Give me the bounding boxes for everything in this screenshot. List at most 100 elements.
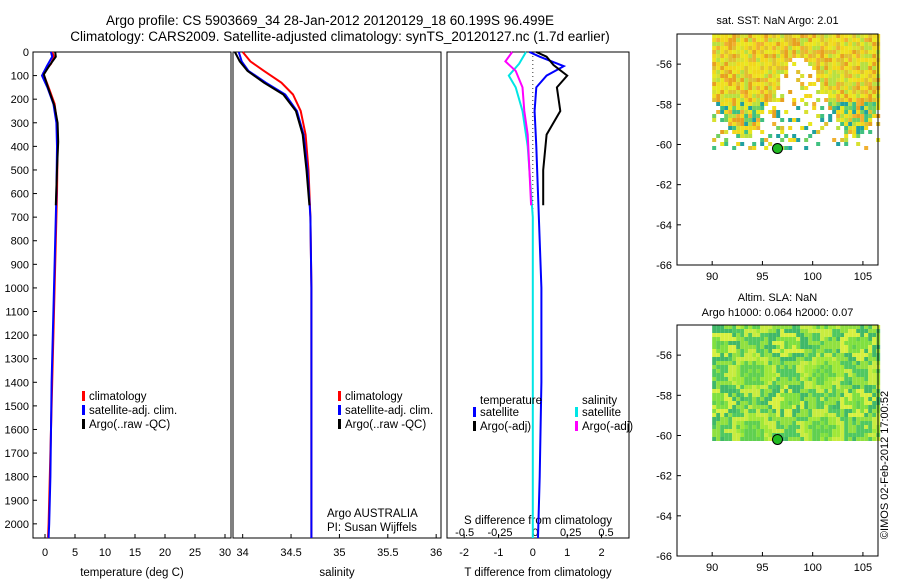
heatmap-cell — [796, 329, 801, 333]
heatmap-cell — [796, 397, 801, 401]
heatmap-cell — [800, 42, 805, 46]
x-tick-label: 0 — [530, 547, 536, 559]
heatmap-cell — [812, 325, 817, 329]
heatmap-cell — [712, 417, 717, 421]
heatmap-cell — [840, 106, 845, 110]
heatmap-cell — [840, 38, 845, 42]
heatmap-cell — [776, 417, 781, 421]
heatmap-cell — [720, 405, 725, 409]
heatmap-cell — [816, 46, 821, 50]
heatmap-cell — [780, 130, 785, 134]
heatmap-cell — [864, 417, 869, 421]
heatmap-cell — [740, 50, 745, 54]
heatmap-cell — [780, 42, 785, 46]
heatmap-cell — [840, 54, 845, 58]
heatmap-cell — [840, 393, 845, 397]
heatmap-cell — [748, 421, 753, 425]
series-line — [504, 51, 533, 206]
heatmap-cell — [756, 90, 761, 94]
heatmap-cell — [744, 90, 749, 94]
heatmap-cell — [792, 425, 797, 429]
heatmap-cell — [764, 102, 769, 106]
heatmap-cell — [808, 42, 813, 46]
heatmap-cell — [760, 325, 765, 329]
heatmap-cell — [824, 389, 829, 393]
heatmap-cell — [796, 333, 801, 337]
heatmap-cell — [856, 114, 861, 118]
heatmap-cell — [820, 62, 825, 66]
heatmap-cell — [748, 377, 753, 381]
heatmap-cell — [760, 34, 765, 38]
heatmap-cell — [808, 333, 813, 337]
x-tick-label: 1 — [564, 547, 570, 559]
heatmap-cell — [712, 66, 717, 70]
heatmap-cell — [868, 365, 873, 369]
y-tick-label: 1600 — [5, 424, 29, 436]
heatmap-cell — [748, 70, 753, 74]
heatmap-cell — [824, 86, 829, 90]
heatmap-cell — [852, 78, 857, 82]
heatmap-cell — [856, 325, 861, 329]
heatmap-cell — [856, 126, 861, 130]
heatmap-cell — [824, 349, 829, 353]
heatmap-cell — [748, 429, 753, 433]
heatmap-cell — [764, 86, 769, 90]
y-tick-label: 800 — [11, 236, 29, 248]
heatmap-cell — [868, 333, 873, 337]
heatmap-cell — [804, 102, 809, 106]
heatmap-cell — [816, 425, 821, 429]
heatmap-cell — [744, 393, 749, 397]
heatmap-cell — [724, 353, 729, 357]
heatmap-cell — [864, 70, 869, 74]
heatmap-cell — [812, 405, 817, 409]
heatmap-cell — [748, 373, 753, 377]
x-tick-top-label: -0.25 — [487, 527, 512, 539]
heatmap-cell — [856, 357, 861, 361]
heatmap-cell — [772, 50, 777, 54]
heatmap-cell — [764, 50, 769, 54]
heatmap-cell — [788, 365, 793, 369]
heatmap-cell — [756, 62, 761, 66]
heatmap-cell — [748, 349, 753, 353]
heatmap-cell — [760, 66, 765, 70]
heatmap-cell — [840, 437, 845, 441]
heatmap-cell — [720, 425, 725, 429]
heatmap-cell — [864, 62, 869, 66]
heatmap-cell — [828, 62, 833, 66]
heatmap-cell — [856, 118, 861, 122]
heatmap-cell — [772, 74, 777, 78]
heatmap-cell — [816, 78, 821, 82]
heatmap-cell — [756, 381, 761, 385]
heatmap-cell — [852, 70, 857, 74]
heatmap-cell — [812, 373, 817, 377]
heatmap-cell — [852, 389, 857, 393]
heatmap-cell — [764, 349, 769, 353]
x-axis-label: temperature (deg C) — [80, 567, 184, 579]
heatmap-cell — [772, 38, 777, 42]
heatmap-cell — [776, 337, 781, 341]
heatmap-cell — [796, 138, 801, 142]
heatmap-cell — [864, 90, 869, 94]
heatmap-cell — [844, 70, 849, 74]
heatmap-cell — [752, 54, 757, 58]
heatmap-cell — [844, 118, 849, 122]
heatmap-cell — [872, 381, 877, 385]
heatmap-cell — [868, 437, 873, 441]
heatmap-cell — [840, 405, 845, 409]
heatmap-cell — [868, 409, 873, 413]
heatmap-cell — [780, 329, 785, 333]
heatmap-cell — [804, 38, 809, 42]
heatmap-cell — [736, 46, 741, 50]
heatmap-cell — [836, 369, 841, 373]
heatmap-cell — [808, 377, 813, 381]
heatmap-cell — [788, 353, 793, 357]
heatmap-cell — [792, 421, 797, 425]
heatmap-cell — [832, 393, 837, 397]
heatmap-cell — [756, 329, 761, 333]
heatmap-cell — [772, 433, 777, 437]
heatmap-cell — [852, 110, 857, 114]
heatmap-cell — [760, 82, 765, 86]
heatmap-cell — [740, 373, 745, 377]
heatmap-cell — [712, 74, 717, 78]
heatmap-cell — [728, 122, 733, 126]
